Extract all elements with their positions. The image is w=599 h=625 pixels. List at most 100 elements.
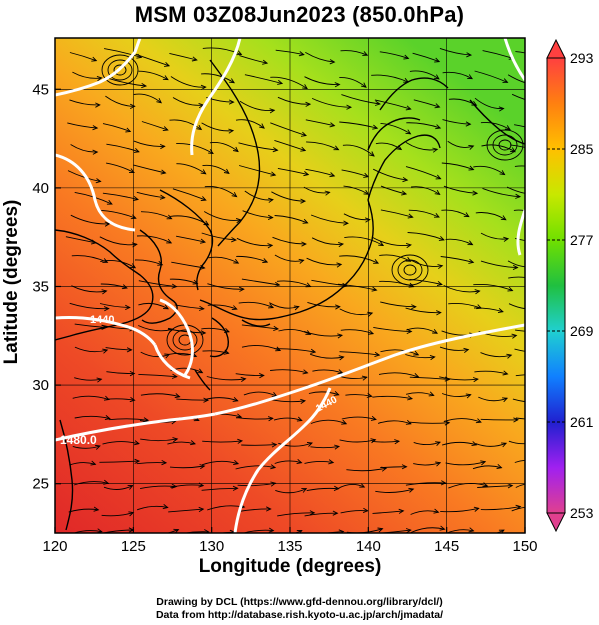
streamline [239, 100, 275, 112]
streamline-arrowhead [468, 527, 475, 533]
streamline-arrowhead [198, 305, 205, 311]
streamline-arrowhead [267, 243, 274, 249]
streamline [176, 235, 206, 243]
streamline [480, 506, 521, 511]
streamline [380, 185, 407, 195]
streamline [441, 393, 471, 397]
streamline-arrowhead [102, 348, 109, 354]
streamline-arrowhead [236, 50, 243, 56]
streamline-arrowhead [539, 505, 544, 509]
streamline [138, 373, 177, 378]
streamline-arrowhead [337, 333, 344, 339]
streamline-arrowhead [267, 214, 274, 221]
streamline-arrowhead [231, 305, 238, 311]
streamline [406, 327, 438, 334]
streamline [306, 487, 339, 492]
streamline [274, 215, 308, 224]
streamline [277, 512, 315, 517]
streamline-arrowhead [274, 281, 281, 287]
streamline [474, 370, 508, 375]
streamline-arrowhead [336, 262, 343, 268]
streamline [138, 280, 177, 288]
streamline [169, 352, 197, 357]
streamline [448, 302, 482, 309]
streamline-arrowhead [268, 527, 275, 533]
streamline-arrowhead [436, 280, 443, 287]
streamline-arrowhead [499, 170, 506, 176]
streamline-arrowhead [157, 260, 164, 266]
streamline [512, 398, 525, 403]
y-tick-label: 45 [32, 81, 49, 98]
streamline-arrowhead [103, 395, 110, 401]
streamline [508, 303, 525, 310]
streamline-arrowhead [93, 506, 100, 512]
streamline [140, 393, 180, 398]
streamline [69, 52, 97, 62]
streamline [176, 398, 209, 401]
streamline [244, 190, 273, 201]
streamline-arrowhead [466, 52, 473, 58]
streamline [102, 441, 140, 445]
streamline [447, 140, 474, 148]
streamline [243, 391, 277, 397]
streamline [339, 255, 379, 264]
streamline-arrowhead [328, 459, 335, 465]
streamline-arrowhead [366, 392, 373, 398]
streamline-arrowhead [125, 304, 131, 311]
streamline-arrowhead [332, 510, 339, 516]
streamline [236, 255, 268, 263]
streamline [409, 70, 440, 80]
streamline [235, 119, 265, 129]
streamline-arrowhead [403, 77, 410, 83]
streamline [241, 278, 280, 286]
streamline [372, 395, 413, 400]
streamline [176, 163, 206, 175]
streamline [204, 185, 237, 197]
streamline [322, 531, 344, 533]
streamline [410, 259, 443, 267]
streamline-arrowhead [171, 283, 178, 289]
streamline [340, 50, 368, 56]
streamline-arrowhead [467, 240, 474, 246]
streamline [207, 283, 244, 290]
streamline-arrowhead [537, 307, 542, 311]
streamline [342, 144, 375, 157]
streamline-arrowhead [160, 169, 167, 175]
streamline [306, 141, 339, 151]
streamline [176, 143, 214, 154]
streamline-arrowhead [496, 463, 503, 469]
streamline-arrowhead [405, 419, 412, 425]
streamline-arrowhead [305, 330, 312, 335]
streamline-arrowhead [309, 510, 316, 516]
streamline [311, 97, 352, 108]
streamline [140, 211, 172, 220]
streamline [440, 507, 479, 513]
streamline [304, 512, 338, 517]
streamline-arrowhead [271, 442, 278, 448]
streamline-arrowhead [200, 196, 207, 201]
streamline [70, 214, 110, 225]
streamline-arrowhead [343, 220, 349, 226]
streamline [371, 74, 409, 83]
streamline [511, 506, 525, 512]
streamline [242, 210, 273, 219]
streamline-arrowhead [296, 529, 303, 533]
streamline-arrowhead [405, 528, 412, 533]
streamline-arrowhead [190, 440, 197, 446]
streamline [481, 144, 516, 153]
streamline [72, 395, 110, 401]
streamline [480, 352, 512, 358]
streamline [305, 119, 335, 127]
streamline [475, 212, 507, 221]
streamline-arrowhead [239, 286, 245, 292]
streamline [439, 376, 478, 381]
streamline [101, 512, 134, 517]
streamline-arrowhead [300, 198, 307, 204]
streamline-arrowhead [503, 236, 510, 242]
streamline-arrowhead [270, 481, 277, 487]
streamline [70, 144, 98, 153]
streamline [166, 529, 179, 533]
streamline-arrowhead [439, 525, 446, 531]
streamline-arrowhead [96, 377, 103, 383]
streamline [201, 460, 239, 466]
